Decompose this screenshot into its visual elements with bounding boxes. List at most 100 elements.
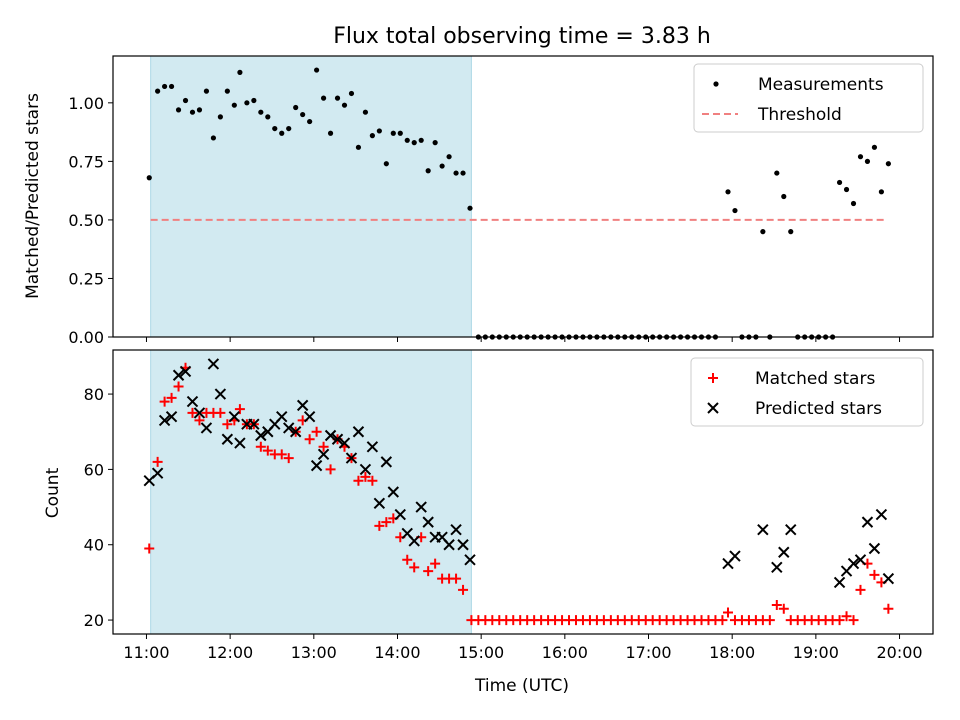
count-y-axis-label: Count [43, 467, 63, 518]
matched-star-marker [283, 453, 294, 464]
predicted-star-marker [785, 523, 797, 536]
matched-star-marker [409, 562, 420, 573]
matched-star-marker [430, 558, 441, 569]
predicted-star-marker [234, 437, 246, 449]
matched-star-marker [848, 615, 859, 626]
measurement-point [168, 83, 175, 90]
predicted-star-marker [771, 561, 783, 574]
measurement-point [217, 114, 223, 120]
matched-star-marker [187, 407, 198, 418]
observing-window-band [150, 55, 472, 338]
predicted-star-marker [352, 426, 365, 438]
measurement-point [732, 207, 738, 214]
measurement-point [237, 69, 243, 75]
matched-star-marker [367, 475, 378, 486]
matched-star-marker [778, 603, 789, 614]
measurement-point [446, 154, 452, 160]
predicted-star-marker [248, 418, 260, 430]
measurement-point [760, 229, 766, 235]
matched-star-marker [841, 611, 852, 622]
matched-star-marker [318, 441, 329, 452]
measurement-point [843, 186, 850, 193]
predicted-star-marker [757, 523, 769, 536]
measurement-point [788, 229, 794, 235]
measurement-point [781, 193, 787, 200]
predicted-star-marker [394, 508, 406, 521]
matched-star-marker [771, 599, 782, 610]
measurement-point [467, 205, 473, 211]
predicted-star-marker [408, 535, 420, 547]
predicted-star-marker [158, 414, 171, 427]
x-tick-label: 19:00 [793, 643, 839, 662]
matched-star-marker [173, 381, 184, 392]
predicted-star-marker [464, 554, 476, 566]
measurement-point [210, 135, 217, 141]
measurement-point [272, 125, 278, 132]
matched-star-marker [374, 520, 385, 531]
measurement-point [418, 137, 424, 143]
measurement-point [376, 128, 382, 134]
matched-star-marker [255, 441, 266, 452]
predicted-star-marker [179, 365, 192, 378]
measurement-point [314, 67, 320, 73]
measurement-point [224, 88, 230, 94]
measurement-point [885, 161, 891, 167]
matched-star-marker [869, 569, 880, 580]
measurement-point [348, 90, 355, 97]
ratio-y-axis-label: Matched/Predicted stars [23, 93, 43, 299]
predicted-star-marker [450, 523, 462, 536]
matched-star-marker [381, 517, 392, 528]
measurement-point [327, 130, 334, 136]
predicted-star-marker [373, 497, 386, 510]
y-tick-label: 0.00 [68, 328, 104, 347]
measurement-point [251, 97, 257, 104]
measurement-point [182, 97, 189, 104]
matched-star-marker [458, 584, 469, 595]
measurement-point [279, 130, 285, 136]
measurement-point [725, 189, 731, 195]
axes-frame [112, 55, 934, 338]
predicted-star-marker [729, 550, 741, 562]
measurement-point [189, 109, 196, 115]
predicted-star-marker [415, 501, 427, 513]
x-axis-label: Time (UTC) [474, 676, 569, 696]
matched-star-marker [144, 543, 155, 554]
matched-star-marker [855, 584, 866, 595]
predicted-star-marker [228, 410, 241, 423]
matched-star-marker [883, 603, 894, 614]
predicted-star-marker [310, 459, 323, 472]
matched-star-marker [311, 426, 322, 437]
measurement-point [411, 140, 417, 146]
measurement-point [432, 140, 438, 146]
matched-star-marker [304, 434, 315, 445]
y-tick-label: 0.50 [68, 211, 104, 230]
predicted-star-marker [443, 539, 455, 551]
measurement-point [369, 133, 375, 139]
matched-star-marker [834, 615, 845, 626]
measurement-point [836, 179, 843, 186]
x-tick-label: 13:00 [291, 643, 337, 662]
predicted-star-marker [861, 516, 874, 528]
matched-star-marker [222, 419, 233, 430]
measurement-point [383, 161, 389, 167]
matched-star-marker [276, 449, 287, 460]
measurement-point [161, 83, 168, 90]
predicted-star-marker [882, 572, 895, 585]
measurement-point [175, 107, 182, 113]
observing-window-band [150, 349, 472, 635]
measurement-point [155, 88, 161, 94]
predicted-star-marker [186, 395, 199, 408]
matched-star-marker [451, 573, 462, 584]
measurement-point [244, 100, 250, 106]
measurement-point [355, 144, 362, 150]
measurement-point [453, 170, 459, 176]
x-tick-label: 20:00 [876, 643, 922, 662]
predicted-star-marker [193, 407, 206, 419]
matched-star-marker [353, 475, 364, 486]
matched-star-marker [360, 471, 371, 482]
predicted-star-marker [359, 463, 372, 476]
count-panel: Count 11:00 12:00 13:00 14:00 15:00 16:00 17:0… [43, 349, 934, 662]
y-tick-label: 20 [84, 611, 104, 630]
predicted-star-marker [165, 410, 178, 423]
measurement-point [774, 170, 780, 176]
